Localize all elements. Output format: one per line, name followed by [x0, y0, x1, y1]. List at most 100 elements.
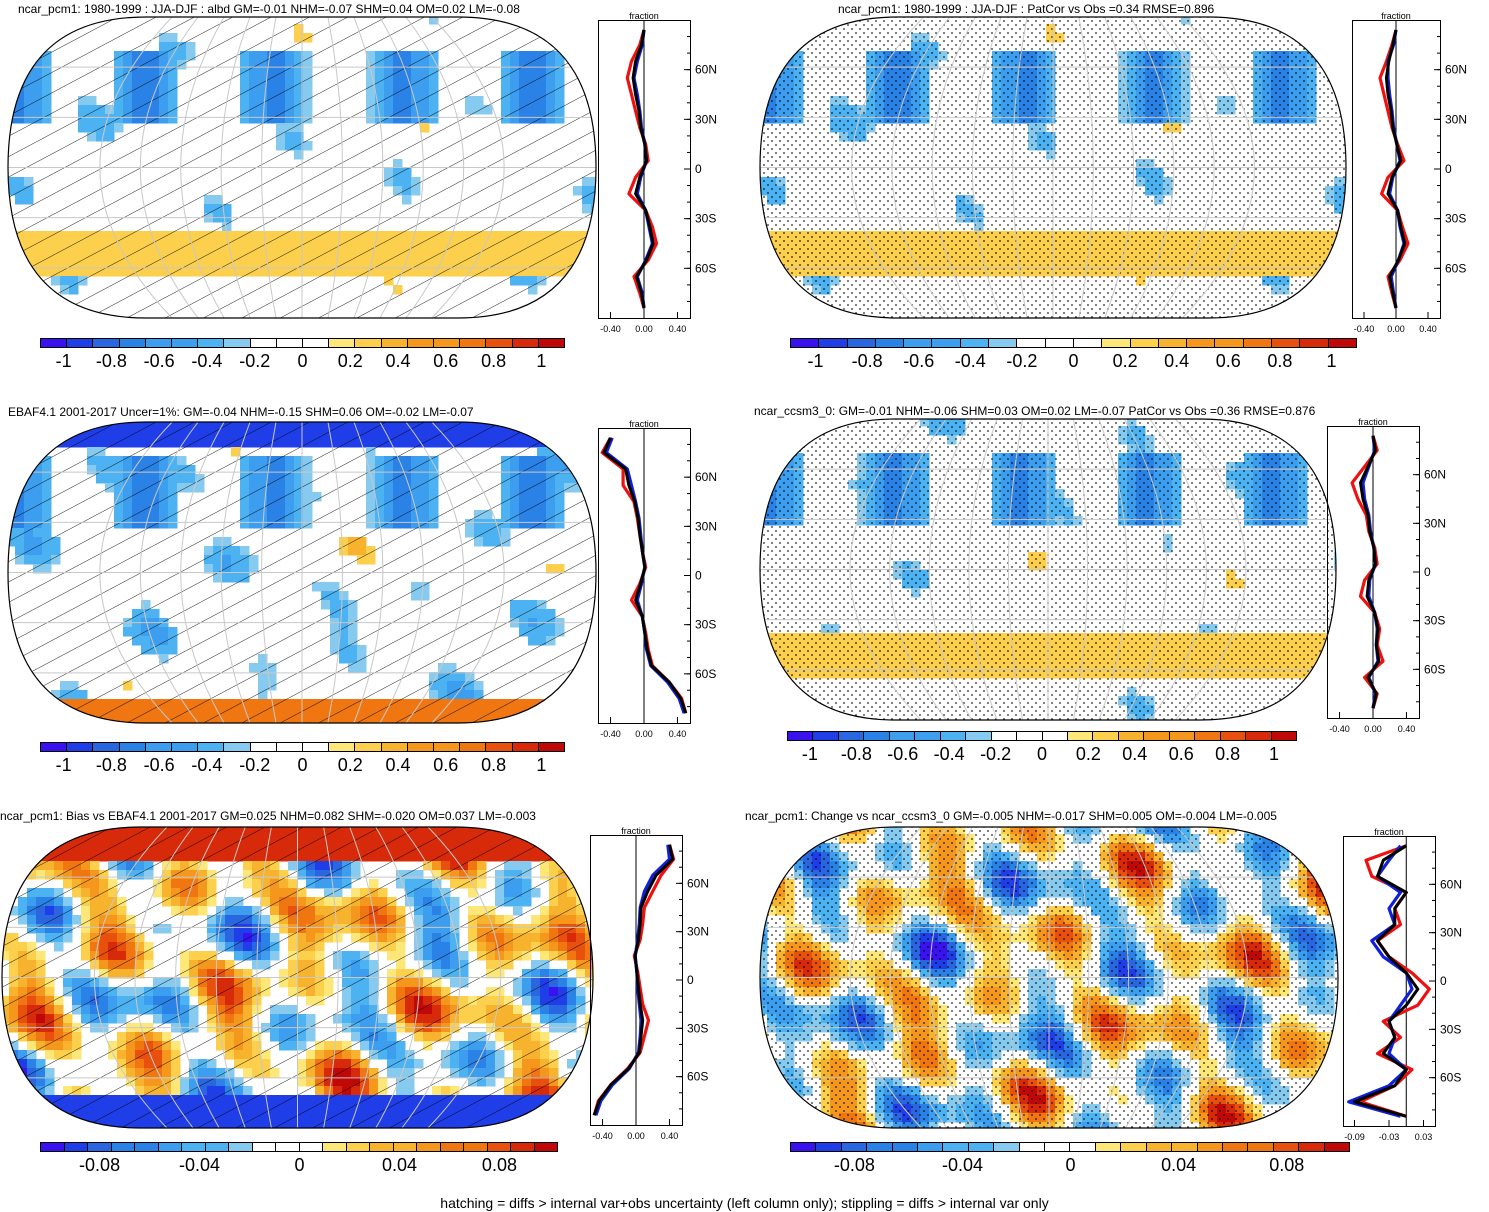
colorbar-bin — [791, 1143, 816, 1151]
robinson-map — [759, 826, 1339, 1129]
colorbar-tick-label: -0.04 — [179, 1155, 221, 1175]
latitude-tick-label: 0 — [1445, 162, 1452, 176]
colorbar-tick-label: 0.04 — [1161, 1155, 1197, 1175]
colorbar-bin — [1094, 1143, 1121, 1151]
colorbar-bin — [328, 339, 355, 347]
colorbar-tick-label: 0 — [297, 755, 308, 775]
colorbar-bin — [354, 743, 381, 751]
colorbar-tick-label: 0.08 — [1269, 1155, 1305, 1175]
colorbar-tick-labels: -1 -0.8 -0.6 -0.4 -0.2 0 0.2 0.4 0.6 0.8 1 — [40, 755, 565, 777]
colorbar-tick-label: 0 — [294, 1155, 305, 1175]
colorbar-bin — [939, 732, 966, 740]
colorbar-bin — [181, 1143, 205, 1151]
colorbar-bin — [511, 743, 538, 751]
colorbar-tick-label: -0.2 — [239, 351, 271, 371]
panel-title: ncar_pcm1: Bias vs EBAF4.1 2001-2017 GM=… — [0, 809, 536, 823]
colorbar-tick-labels: -1 -0.8 -0.6 -0.4 -0.2 0 0.2 0.4 0.6 0.8 1 — [790, 351, 1357, 373]
zonal-x-tick-label: -0.40 — [1329, 724, 1350, 734]
panel-title: ncar_pcm1: 1980-1999 : JJA-DJF : albd GM… — [18, 2, 520, 16]
colorbar-bin — [1214, 339, 1243, 347]
colorbar-bin — [837, 732, 864, 740]
colorbar-bin — [1270, 732, 1297, 740]
panel-bias-vs-ebaf: ncar_pcm1: Bias vs EBAF4.1 2001-2017 GM=… — [0, 805, 745, 1195]
colorbar-tick-label: -0.8 — [840, 744, 872, 764]
colorbar-bin — [392, 1143, 416, 1151]
robinson-map — [759, 16, 1347, 319]
robinson-map — [1, 826, 594, 1129]
colorbar-bin — [1168, 732, 1195, 740]
colorbar-tick-label: 0.6 — [1215, 351, 1241, 371]
colorbar-bin — [863, 732, 889, 740]
zonal-x-tick-label: 0.40 — [669, 729, 687, 739]
zonal-axis-label: fraction — [1358, 418, 1388, 427]
colorbar-tick-label: 0.2 — [337, 351, 363, 371]
colorbar-tick-label: 0.8 — [1215, 744, 1241, 764]
colorbar-tick-label: 0.4 — [1122, 744, 1148, 764]
zonal-mean-plot: fraction 60N 30N 0 30S 60S -0.40 0.00 0.40 — [1352, 12, 1467, 334]
colorbar-tick-label: 0.6 — [1168, 744, 1194, 764]
colorbar-bin — [1247, 1143, 1273, 1151]
latitude-tick-label: 60N — [687, 876, 709, 890]
latitude-tick-label: 60N — [695, 470, 717, 484]
colorbar-bin — [223, 339, 250, 347]
colorbar-tick-label: 0.2 — [337, 755, 363, 775]
colorbar-bin — [66, 339, 93, 347]
zonal-series-black — [1384, 29, 1407, 309]
colorbar-tick-label: -0.6 — [887, 744, 919, 764]
zonal-series-black — [1353, 844, 1420, 1118]
colorbar-bin — [345, 1143, 369, 1151]
colorbar-bin — [914, 732, 940, 740]
zonal-series-red — [1350, 435, 1385, 709]
panel-albedo-patcor-pcm1: ncar_pcm1: 1980-1999 : JJA-DJF : PatCor … — [745, 0, 1489, 390]
colorbar-bin — [485, 743, 512, 751]
colorbar-bin — [92, 743, 119, 751]
zonal-mean-plot: fraction 60N 30N 0 30S 60S -0.40 0.00 0.40 — [598, 420, 717, 739]
latitude-tick-label: 30N — [695, 519, 717, 533]
colorbar-bin — [1145, 1143, 1172, 1151]
panel-title: ncar_pcm1: Change vs ncar_ccsm3_0 GM=-0.… — [745, 809, 1277, 823]
colorbar-bin — [1044, 339, 1073, 347]
latitude-tick-label: 0 — [695, 569, 702, 583]
zonal-series-black — [1359, 435, 1381, 709]
zonal-x-tick-label: 0.00 — [1364, 724, 1382, 734]
colorbar-bin — [1221, 1143, 1248, 1151]
colorbar-tick-label: 0.8 — [481, 351, 507, 371]
colorbar — [790, 338, 1357, 348]
colorbar-bin — [369, 1143, 393, 1151]
colorbar-bin — [459, 743, 486, 751]
colorbar-tick-label: 0.6 — [433, 755, 459, 775]
colorbar-tick-label: -0.8 — [851, 351, 883, 371]
colorbar — [40, 1142, 558, 1152]
colorbar-bin — [1041, 732, 1067, 740]
colorbar-bin — [511, 339, 538, 347]
colorbar-bin — [990, 732, 1017, 740]
colorbar-bin — [171, 743, 198, 751]
colorbar-bin — [1196, 1143, 1222, 1151]
colorbar-tick-label: -1 — [801, 744, 818, 764]
colorbar-bin — [134, 1143, 158, 1151]
colorbar-tick-label: -0.2 — [239, 755, 271, 775]
latitude-tick-label: 30S — [1440, 1022, 1461, 1036]
colorbar-bin — [1323, 1143, 1349, 1151]
colorbar-tick-label: 0.4 — [1164, 351, 1190, 371]
colorbar-bin — [1157, 339, 1187, 347]
colorbar-tick-labels: -0.08 -0.04 0 0.04 0.08 — [790, 1155, 1350, 1177]
colorbar-tick-label: 0.8 — [481, 755, 507, 775]
colorbar-bin — [1299, 339, 1328, 347]
zonal-mean-plot: fraction 60N 30N 0 30S 60S -0.40 0.00 0.40 — [1327, 418, 1446, 734]
latitude-tick-label: 60N — [1424, 468, 1446, 482]
zonal-x-tick-label: -0.40 — [600, 324, 621, 334]
panel-ccsm3: ncar_ccsm3_0: GM=-0.01 NHM=-0.06 SHM=0.0… — [745, 400, 1489, 790]
zonal-axis-label: fraction — [1381, 12, 1411, 21]
colorbar-tick-label: -0.8 — [95, 351, 127, 371]
colorbar-bin — [1327, 339, 1356, 347]
colorbar-bin — [967, 1143, 994, 1151]
latitude-tick-label: 30S — [695, 618, 716, 632]
colorbar-bin — [888, 732, 915, 740]
colorbar-bin — [1069, 1143, 1095, 1151]
colorbar-tick-label: 0.8 — [1267, 351, 1293, 371]
colorbar-bin — [510, 1143, 534, 1151]
latitude-tick-label: 60S — [1440, 1071, 1461, 1085]
latitude-tick-label: 0 — [1424, 565, 1431, 579]
zonal-x-tick-label: 0.00 — [635, 324, 653, 334]
